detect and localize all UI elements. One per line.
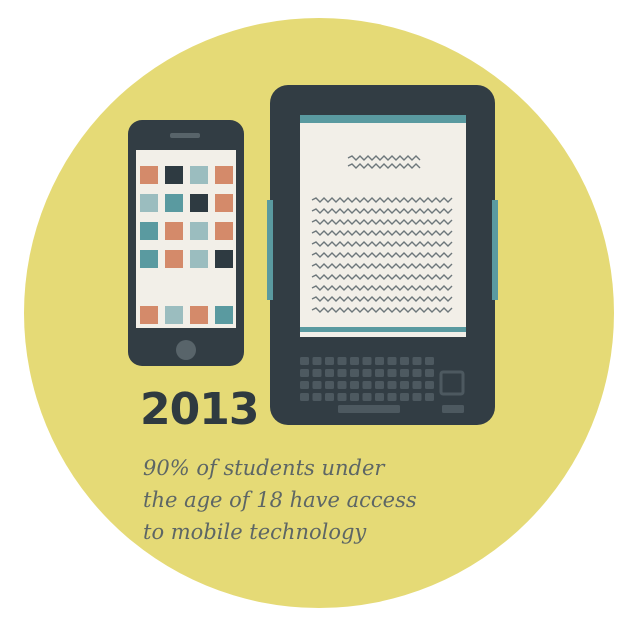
key xyxy=(400,357,409,365)
text-line xyxy=(311,230,453,236)
key xyxy=(312,381,322,389)
app-tile-icon xyxy=(215,222,233,240)
document-text-lines xyxy=(311,155,453,313)
text-line xyxy=(311,241,453,247)
dpad-icon xyxy=(439,370,465,396)
text-line xyxy=(311,285,453,291)
text-line xyxy=(311,263,453,269)
app-tile-icon xyxy=(165,194,183,212)
key xyxy=(362,357,372,365)
key xyxy=(412,381,422,389)
key xyxy=(350,381,359,389)
caption-line: to mobile technology xyxy=(143,520,367,544)
key xyxy=(350,369,359,377)
key xyxy=(325,393,334,401)
text-line xyxy=(311,197,453,203)
key xyxy=(362,393,372,401)
key xyxy=(442,405,464,413)
app-tile-icon xyxy=(165,250,183,268)
key xyxy=(350,357,359,365)
key xyxy=(387,393,397,401)
key xyxy=(412,393,422,401)
text-line xyxy=(311,219,453,225)
key xyxy=(337,357,347,365)
key xyxy=(400,369,409,377)
key xyxy=(300,393,309,401)
key xyxy=(300,369,309,377)
dock-tile-icon xyxy=(190,306,208,324)
text-line xyxy=(311,274,453,280)
text-line xyxy=(311,296,453,302)
app-tile-icon xyxy=(165,222,183,240)
app-tile-icon xyxy=(140,222,158,240)
key xyxy=(337,393,347,401)
key xyxy=(325,357,334,365)
app-tile-icon xyxy=(140,166,158,184)
key xyxy=(375,381,384,389)
key xyxy=(412,357,422,365)
key xyxy=(375,393,384,401)
spacebar xyxy=(338,405,400,413)
key xyxy=(300,357,309,365)
ereader-icon xyxy=(267,85,498,425)
key xyxy=(375,369,384,377)
key xyxy=(312,369,322,377)
text-line xyxy=(311,208,453,214)
key xyxy=(400,393,409,401)
key xyxy=(375,357,384,365)
key xyxy=(325,381,334,389)
app-tile-icon xyxy=(140,194,158,212)
key xyxy=(362,381,372,389)
app-tile-icon xyxy=(190,194,208,212)
key xyxy=(387,357,397,365)
dock-tile-icon xyxy=(165,306,183,324)
key xyxy=(400,381,409,389)
caption-line: the age of 18 have access xyxy=(143,488,417,512)
smartphone-icon xyxy=(128,120,244,366)
text-line xyxy=(311,252,453,258)
text-line xyxy=(347,155,421,161)
year-heading: 2013 xyxy=(140,384,259,435)
key xyxy=(362,369,372,377)
key xyxy=(425,369,434,377)
key xyxy=(387,381,397,389)
app-tile-icon xyxy=(190,222,208,240)
key xyxy=(412,369,422,377)
key xyxy=(312,393,322,401)
keyboard-icon xyxy=(300,357,465,413)
app-tile-icon xyxy=(215,194,233,212)
key xyxy=(425,357,434,365)
dock-tile-icon xyxy=(140,306,158,324)
key xyxy=(337,369,347,377)
app-tile-icon xyxy=(190,250,208,268)
caption-line: 90% of students under xyxy=(143,456,385,480)
app-tile-icon xyxy=(140,250,158,268)
key xyxy=(337,381,347,389)
key xyxy=(425,381,434,389)
app-grid xyxy=(140,166,233,324)
key xyxy=(425,393,434,401)
key xyxy=(350,393,359,401)
key xyxy=(300,381,309,389)
app-tile-icon xyxy=(190,166,208,184)
statistic-caption: 90% of students under the age of 18 have… xyxy=(143,452,523,548)
dock-tile-icon xyxy=(215,306,233,324)
app-tile-icon xyxy=(215,250,233,268)
app-tile-icon xyxy=(215,166,233,184)
key xyxy=(387,369,397,377)
key xyxy=(325,369,334,377)
key xyxy=(312,357,322,365)
app-tile-icon xyxy=(165,166,183,184)
text-line xyxy=(347,163,421,169)
text-line xyxy=(311,307,453,313)
